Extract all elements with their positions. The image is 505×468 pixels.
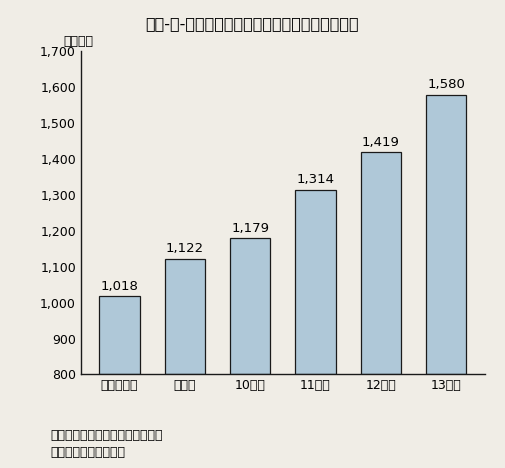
Text: 第３-３-２図　科学研究費補助金の予算額の推移: 第３-３-２図 科学研究費補助金の予算額の推移 xyxy=(145,16,360,31)
Text: 1,018: 1,018 xyxy=(100,279,138,292)
Bar xyxy=(295,190,336,374)
Text: 1,314: 1,314 xyxy=(296,173,334,186)
Bar xyxy=(99,296,140,374)
Text: （億円）: （億円） xyxy=(64,35,94,48)
Text: 1,179: 1,179 xyxy=(231,222,269,235)
Text: 1,122: 1,122 xyxy=(166,242,204,255)
Text: 1,419: 1,419 xyxy=(362,136,400,149)
Bar xyxy=(230,238,270,374)
Bar xyxy=(361,152,401,374)
Text: 注）各年度とも補正予算を含む。: 注）各年度とも補正予算を含む。 xyxy=(50,429,163,442)
Bar xyxy=(165,259,205,374)
Text: 1,580: 1,580 xyxy=(427,78,465,91)
Bar xyxy=(426,95,467,374)
Text: 資料：文部科学省調べ: 資料：文部科学省調べ xyxy=(50,446,126,459)
